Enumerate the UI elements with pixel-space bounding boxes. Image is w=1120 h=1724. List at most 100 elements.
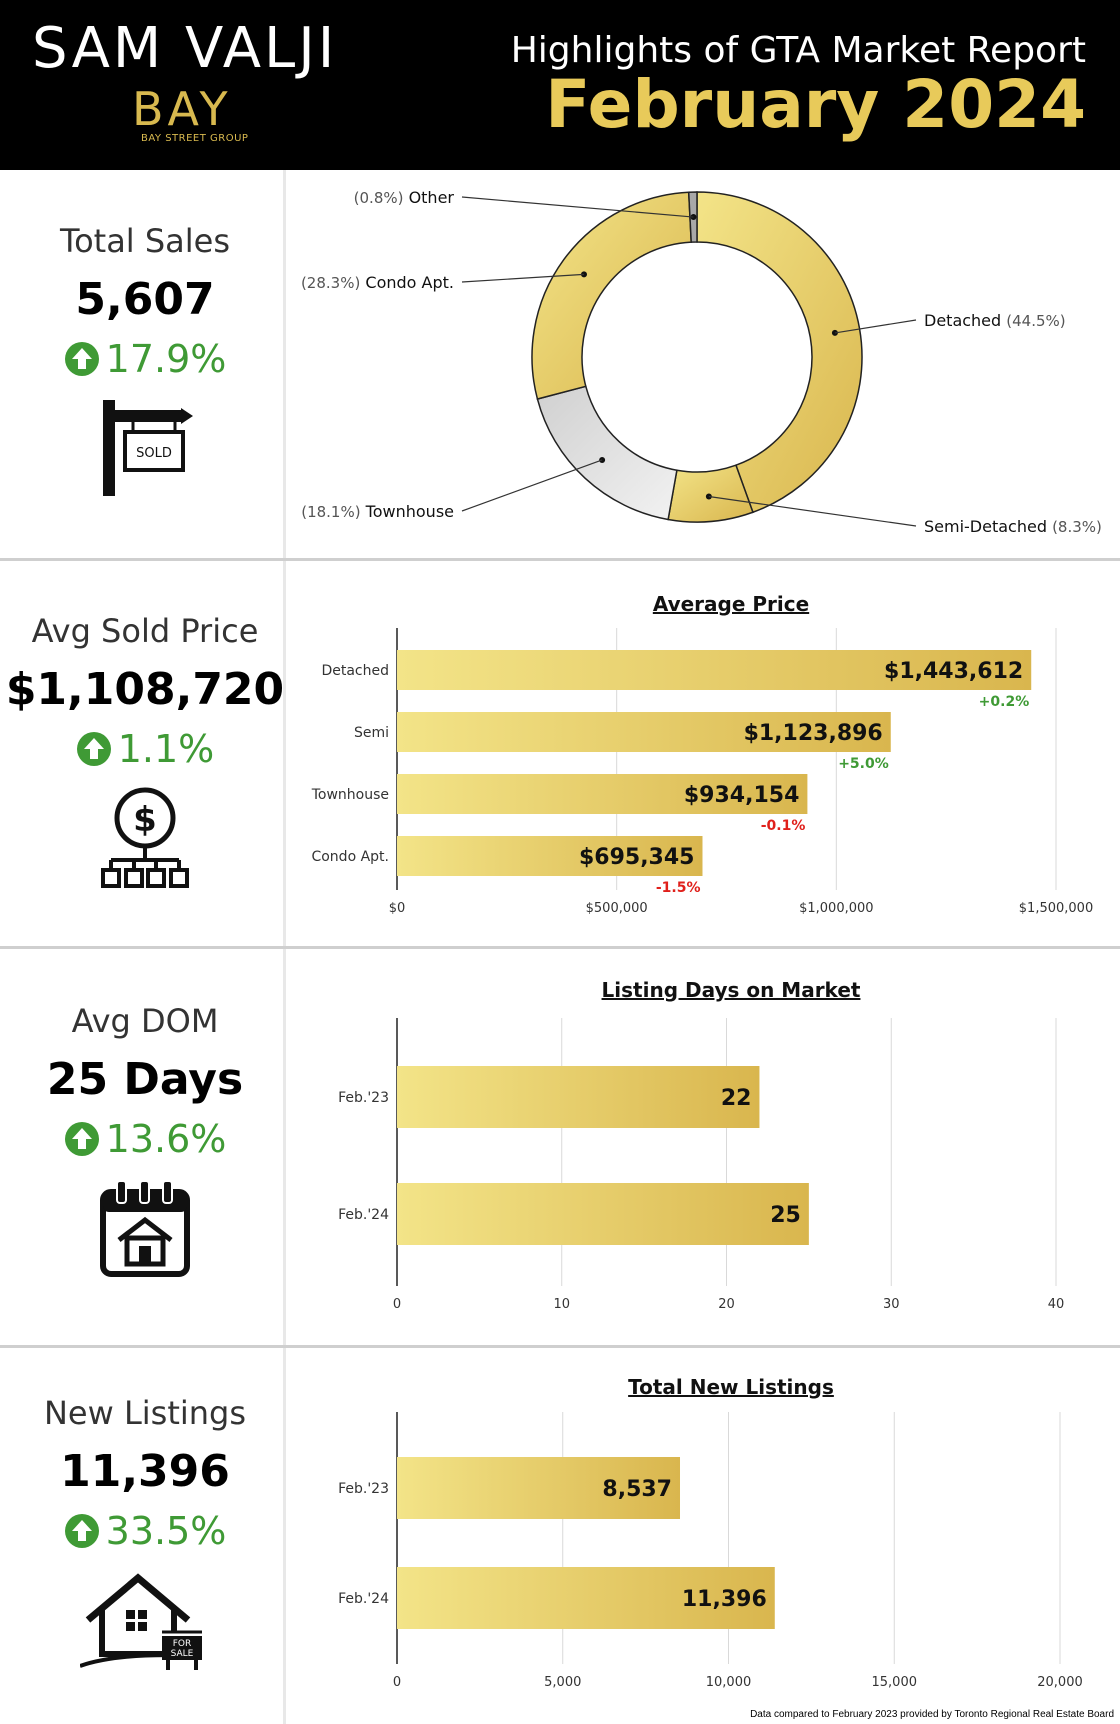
stat-change-value: 13.6%: [105, 1117, 227, 1161]
x-tick-label: 40: [1048, 1297, 1065, 1312]
stat-change-value: 33.5%: [105, 1509, 227, 1553]
x-tick-label: $500,000: [586, 901, 648, 916]
data-label: $1,123,896: [744, 721, 883, 746]
listing-days-bar-chart: 0 10 20 30 40 Feb.'23 22 Feb.'24 25: [338, 1018, 1065, 1312]
donut-label: (28.3%) Condo Apt.: [301, 273, 454, 292]
change-label: -0.1%: [761, 818, 806, 834]
stat-label: Avg DOM: [71, 1002, 219, 1040]
x-tick-label: 0: [393, 1675, 401, 1690]
calendar-house-icon: [0, 1178, 290, 1278]
stat-label: New Listings: [43, 1394, 247, 1432]
category-label: Feb.'23: [338, 1481, 389, 1497]
report-title: Highlights of GTA Market Report: [510, 30, 1086, 71]
data-label: 11,396: [682, 1587, 767, 1612]
x-tick-label: 30: [883, 1297, 900, 1312]
bar: [397, 836, 703, 876]
brand-logo: BAY: [132, 82, 232, 136]
report-date: February 2024: [545, 66, 1086, 143]
x-tick-label: $1,500,000: [1019, 901, 1093, 916]
house-for-sale-icon: FOR SALE: [0, 1570, 290, 1670]
change-label: +5.0%: [838, 756, 889, 772]
category-label: Feb.'24: [338, 1591, 389, 1607]
sold-label: SOLD: [136, 446, 172, 461]
stat-new-listings: New Listings 11,396 33.5%: [0, 1394, 290, 1553]
stat-avg-dom: Avg DOM 25 Days 13.6%: [0, 1002, 290, 1161]
stat-total-sales: Total Sales 5,607 17.9%: [0, 222, 290, 381]
donut-label: (18.1%) Townhouse: [301, 502, 454, 521]
category-label: Feb.'24: [338, 1207, 389, 1223]
leader-line: [708, 495, 917, 527]
header-banner: SAM VALJI BAY BAY STREET GROUP Highlight…: [0, 0, 1120, 170]
up-arrow-icon: [64, 342, 99, 376]
change-label: -1.5%: [656, 880, 701, 896]
brand-subtitle: BAY STREET GROUP: [141, 133, 249, 144]
stat-change: 13.6%: [0, 1117, 290, 1161]
x-tick-label: 15,000: [872, 1675, 918, 1690]
donut-slice-townhouse: [536, 385, 678, 521]
sold-sign-icon: SOLD: [0, 398, 290, 498]
column-divider: [283, 949, 286, 1345]
stat-label: Avg Sold Price: [31, 612, 259, 650]
new-listings-bar-chart: 0 5,000 10,000 15,000 20,000 Feb.'23 8,537 Feb.…: [338, 1412, 1083, 1690]
data-label: 8,537: [602, 1477, 672, 1502]
chart-title: Total New Listings: [628, 1375, 834, 1399]
category-label: Townhouse: [311, 787, 389, 803]
data-label: $695,345: [579, 845, 695, 870]
bar: [397, 1066, 760, 1128]
leader-line: [834, 319, 917, 334]
category-label: Semi: [354, 725, 389, 741]
data-label: 25: [770, 1203, 801, 1228]
stat-label: Total Sales: [59, 222, 231, 260]
chart-title: Listing Days on Market: [601, 978, 861, 1002]
stat-change: 1.1%: [0, 727, 290, 771]
bar: [397, 774, 808, 814]
stat-avg-sold-price: Avg Sold Price $1,108,720 1.1%: [0, 612, 290, 771]
row-divider: [0, 1345, 1120, 1348]
donut-label: (0.8%) Other: [354, 188, 455, 207]
stat-change: 33.5%: [0, 1509, 290, 1553]
stat-value: 25 Days: [46, 1054, 244, 1105]
donut-slice-detached: [696, 191, 863, 514]
column-divider: [283, 561, 286, 946]
x-tick-label: 10: [553, 1297, 570, 1312]
category-label: Condo Apt.: [311, 849, 389, 865]
up-arrow-icon: [64, 1514, 99, 1548]
column-divider: [283, 170, 286, 558]
bar: [397, 712, 891, 752]
x-tick-label: $1,000,000: [799, 901, 873, 916]
footnote: Data compared to February 2023 provided …: [750, 1709, 1114, 1720]
bar: [397, 1183, 809, 1245]
up-arrow-icon: [76, 732, 111, 766]
row-divider: [0, 558, 1120, 561]
stat-value: 5,607: [75, 274, 215, 325]
for-sale-label: SALE: [171, 1649, 194, 1659]
category-label: Feb.'23: [338, 1090, 389, 1106]
data-label: $1,443,612: [884, 659, 1023, 684]
column-divider: [283, 1348, 286, 1724]
brand-name: SAM VALJI: [32, 16, 338, 81]
leader-line: [461, 459, 603, 512]
property-type-donut-chart: Detached (44.5%) Semi-Detached (8.3%) (18.…: [301, 188, 1102, 536]
leader-dot: [690, 214, 697, 221]
stat-value: 11,396: [60, 1446, 230, 1497]
leader-line: [461, 273, 585, 283]
chart-title: Average Price: [652, 592, 810, 616]
stat-change-value: 1.1%: [117, 727, 215, 771]
dollar-network-icon: $: [0, 786, 290, 890]
donut-label: Detached (44.5%): [924, 311, 1066, 330]
data-label: $934,154: [684, 783, 800, 808]
x-tick-label: 20: [718, 1297, 735, 1312]
leader-dot: [599, 456, 606, 463]
x-tick-label: 0: [393, 1297, 401, 1312]
bar: [397, 1567, 775, 1629]
bar: [397, 1457, 681, 1519]
stat-change-value: 17.9%: [105, 337, 227, 381]
for-sale-label: FOR: [173, 1639, 192, 1649]
stat-value: $1,108,720: [5, 664, 285, 715]
leader-dot: [705, 493, 712, 500]
svg-text:$: $: [133, 800, 157, 840]
donut-slice-condo-apt-: [531, 191, 693, 400]
x-tick-label: $0: [389, 901, 406, 916]
bar: [397, 650, 1032, 690]
leader-line: [461, 196, 694, 218]
